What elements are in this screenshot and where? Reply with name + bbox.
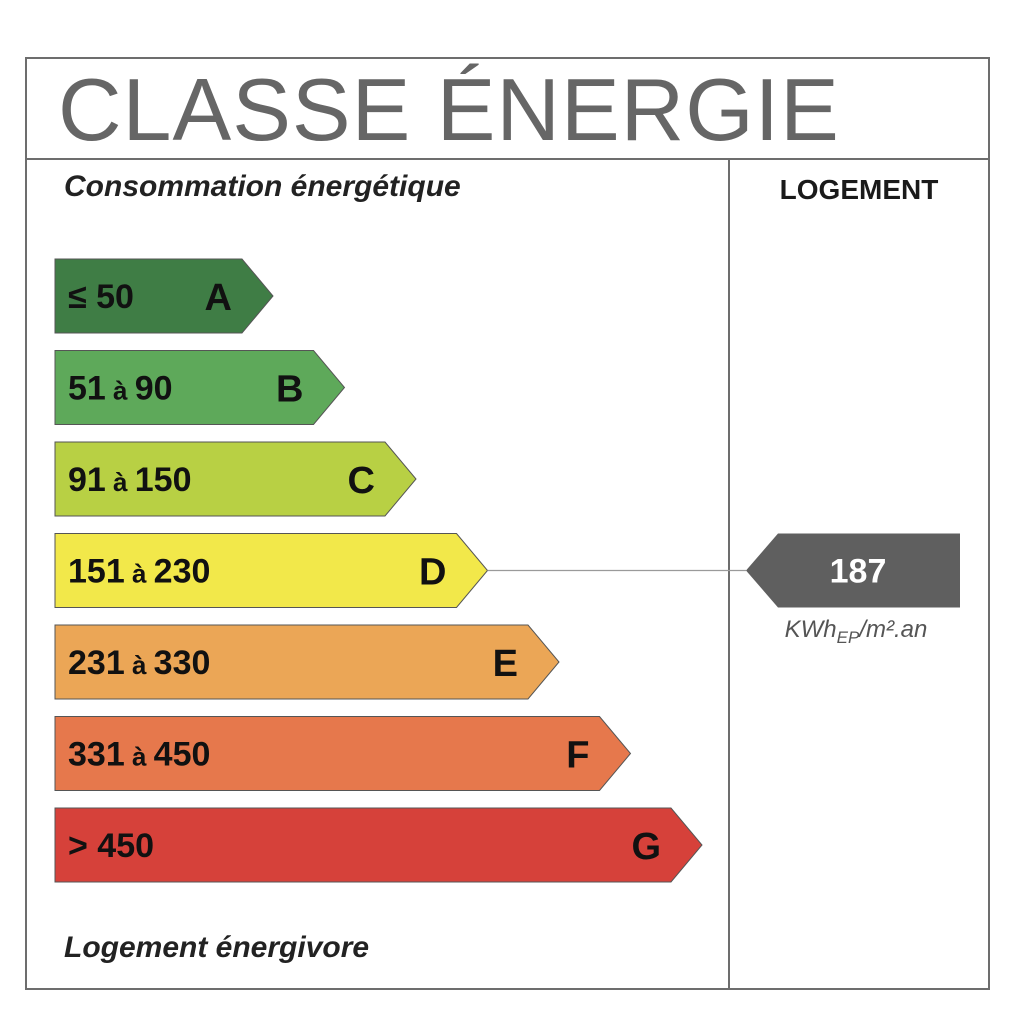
scale-footer: Logement énergivore [64, 931, 370, 964]
class-range-min: 231 [68, 644, 125, 682]
class-range-label: > 450 [68, 827, 154, 865]
class-range-max: 90 [135, 370, 173, 408]
class-arrow-shape [54, 350, 346, 425]
class-range-label: 91 à 150 [68, 461, 191, 499]
class-bar-a: ≤ 50 A [54, 258, 274, 334]
class-bar-e: 231 à 330 E [54, 624, 560, 700]
class-arrow-shape [54, 807, 703, 883]
class-range-separator: à [125, 559, 154, 589]
class-letter: E [493, 643, 518, 685]
class-bar-b: 51 à 90 B [54, 350, 346, 425]
class-range-label: 331 à 450 [68, 736, 210, 774]
scale-subtitle: Consommation énergétique [64, 170, 461, 203]
class-range-max: 450 [154, 736, 211, 774]
title-divider [25, 158, 990, 160]
label-title: CLASSE ÉNERGIE [58, 60, 840, 159]
class-bar-f: 331 à 450 F [54, 716, 632, 791]
class-range-min: 91 [68, 461, 106, 499]
class-range-min: 51 [68, 370, 106, 408]
class-range-min: 331 [68, 736, 125, 774]
class-range-separator: à [106, 467, 135, 497]
energy-label-frame [25, 57, 990, 990]
class-range-label: ≤ 50 [68, 278, 134, 316]
class-letter: F [566, 735, 589, 777]
class-range-label: 151 à 230 [68, 553, 210, 591]
class-range-separator: à [125, 742, 154, 772]
class-range-separator: à [125, 650, 154, 680]
indicator-value: 187 [830, 553, 887, 591]
logement-column-header: LOGEMENT [779, 174, 939, 205]
class-letter: C [348, 460, 375, 502]
class-arrow-shape [54, 624, 560, 700]
class-range-max: 150 [135, 461, 192, 499]
class-range-min: 151 [68, 553, 125, 591]
class-range-separator: à [106, 376, 135, 406]
class-bar-c: 91 à 150 C [54, 441, 417, 517]
class-range-max: 230 [154, 553, 211, 591]
class-bar-g: > 450 G [54, 807, 703, 883]
indicator-arrow [746, 533, 960, 608]
indicator-unit: KWhEP/m².an [784, 616, 928, 647]
class-arrow-shape [54, 441, 417, 517]
class-range-min: ≤ 50 [68, 278, 134, 316]
class-range-label: 51 à 90 [68, 370, 173, 408]
class-arrow-shape [54, 533, 489, 608]
class-range-label: 231 à 330 [68, 644, 210, 682]
class-arrow-shape [54, 716, 632, 791]
class-letter: B [276, 369, 303, 411]
column-divider [728, 158, 730, 990]
class-bar-d: 151 à 230 D [54, 533, 489, 608]
class-letter: A [205, 277, 232, 319]
class-range-min: > 450 [68, 827, 154, 865]
class-arrow-shape [54, 258, 274, 334]
class-letter: D [419, 552, 446, 594]
class-letter: G [631, 826, 661, 868]
class-range-max: 330 [154, 644, 211, 682]
